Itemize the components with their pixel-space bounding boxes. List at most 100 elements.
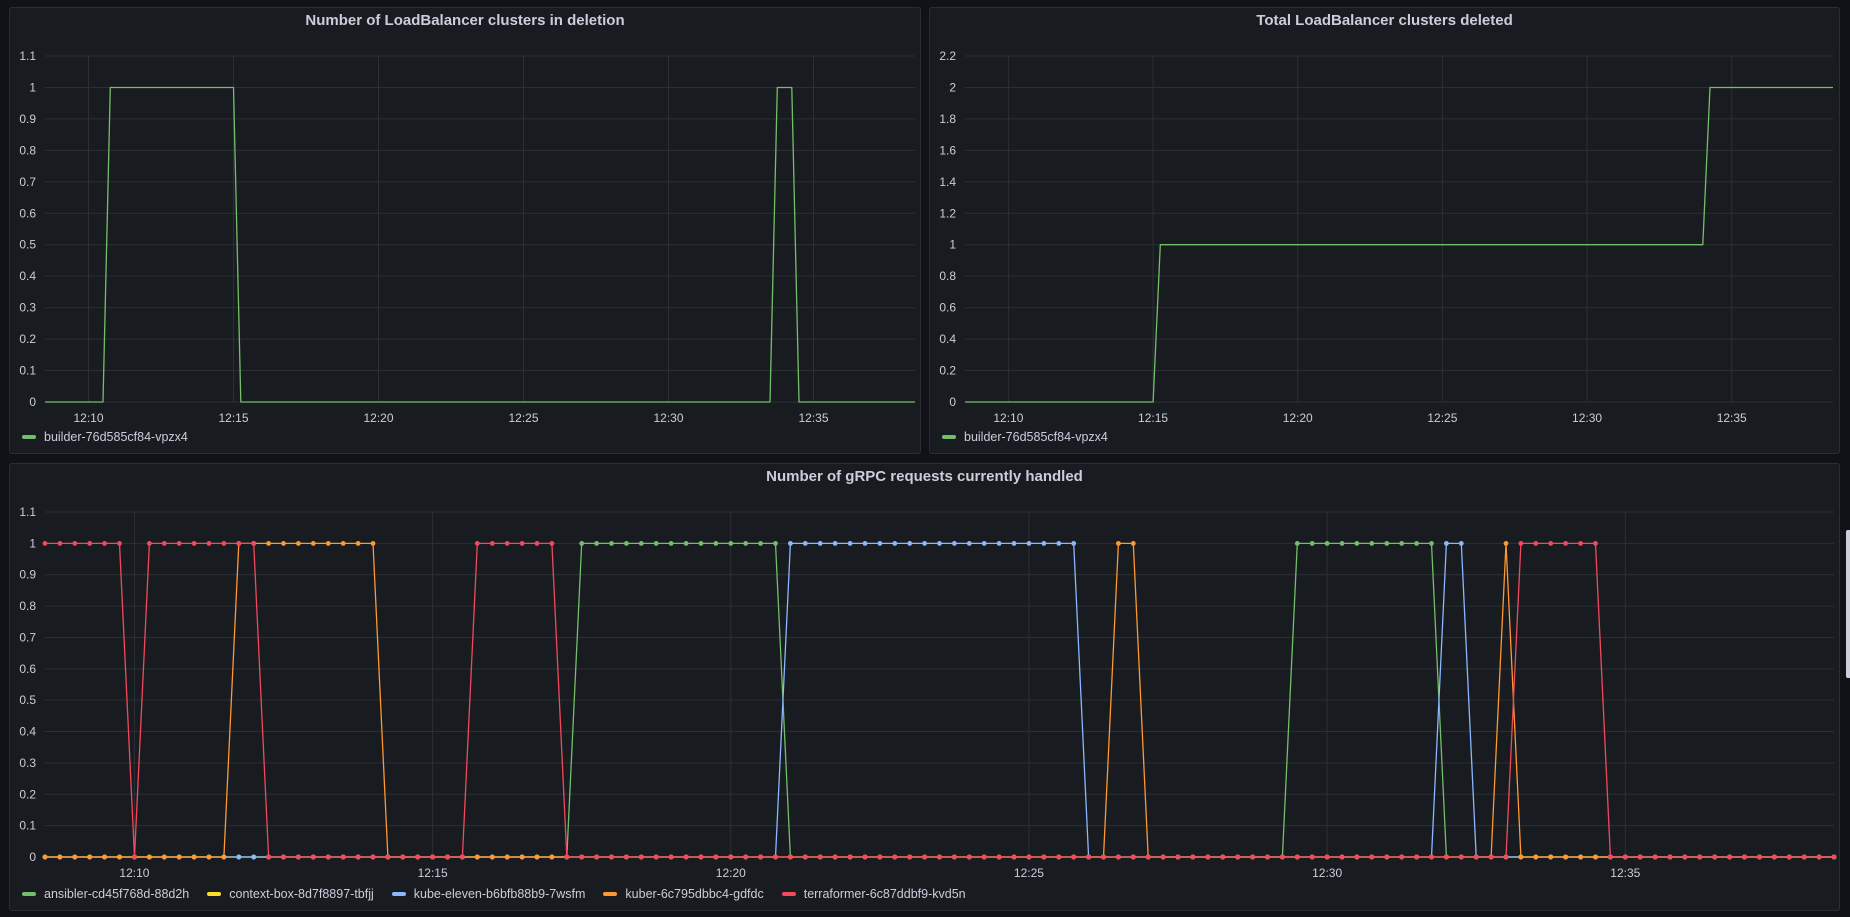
legend-item[interactable]: builder-76d585cf84-vpzx4 — [942, 430, 1108, 444]
data-point-terraformer — [1593, 541, 1598, 546]
chart-lb-deleted: 0 0.2 0.4 0.6 0.8 1 1.2 1.4 1.6 1.8 2 2.2 12:10 12:15… — [939, 49, 1833, 425]
legend-item[interactable]: kube-eleven-b6bfb88b9-7wsfm — [391, 887, 586, 901]
data-point-kube — [1041, 541, 1047, 546]
data-point-terraformer — [579, 854, 585, 860]
scrollbar-handle[interactable] — [1846, 530, 1850, 678]
y-tick-label: 1 — [29, 80, 36, 94]
data-point-kuber — [310, 541, 316, 546]
legend-label: kube-eleven-b6bfb88b9-7wsfm — [413, 887, 586, 901]
data-point-terraformer — [1280, 854, 1285, 860]
data-point-terraformer — [400, 854, 406, 860]
data-point-kube — [847, 541, 853, 546]
x-tick-label: 12:20 — [716, 866, 746, 880]
data-point-kube — [981, 541, 987, 546]
y-tick-label: 0.5 — [19, 238, 36, 252]
y-tick-label: 1 — [949, 238, 956, 252]
data-point-terraformer — [1205, 854, 1211, 860]
data-point-terraformer — [147, 541, 152, 546]
data-point-terraformer — [1041, 854, 1047, 860]
data-point-terraformer — [638, 854, 644, 860]
data-point-terraformer — [1309, 854, 1315, 860]
data-point-terraformer — [534, 541, 540, 546]
legend-item[interactable]: kuber-6c795dbbc4-gdfdc — [603, 887, 764, 901]
data-point-terraformer — [1250, 854, 1255, 860]
data-point-terraformer — [1444, 854, 1449, 860]
data-point-kuber — [355, 541, 361, 546]
data-point-kuber — [281, 541, 286, 546]
legend: ansibler-cd45f768d-88d2h context-box-8d7f… — [22, 887, 966, 901]
data-point-terraformer — [1786, 854, 1792, 860]
data-point-ansibler — [1384, 541, 1390, 546]
data-point-terraformer — [788, 854, 793, 860]
data-point-kube — [922, 541, 927, 546]
y-tick-label: 0.4 — [19, 725, 36, 739]
data-point-terraformer — [1533, 541, 1539, 546]
panel-grpc-requests[interactable]: Number of gRPC requests currently handle… — [9, 463, 1840, 911]
data-point-terraformer — [519, 541, 525, 546]
legend-item[interactable]: terraformer-6c87ddbf9-kvd5n — [781, 887, 966, 901]
data-point-ansibler — [579, 541, 585, 546]
data-point-terraformer — [877, 854, 883, 860]
data-point-kube — [862, 541, 868, 546]
y-tick-label: 0.4 — [19, 269, 36, 283]
data-point-kube — [996, 541, 1002, 546]
legend-item[interactable]: ansibler-cd45f768d-88d2h — [22, 887, 189, 901]
y-tick-label: 0.8 — [939, 269, 956, 283]
data-point-terraformer — [310, 854, 316, 860]
data-point-terraformer — [1011, 854, 1017, 860]
data-point-kube — [1458, 541, 1464, 546]
legend: builder-76d585cf84-vpzx4 — [942, 430, 1108, 444]
data-point-terraformer — [1518, 541, 1524, 546]
data-point-terraformer — [1473, 854, 1479, 860]
data-point-terraformer — [206, 541, 212, 546]
data-point-terraformer — [981, 854, 987, 860]
data-point-terraformer — [817, 854, 823, 860]
data-point-ansibler — [1414, 541, 1419, 546]
data-point-terraformer — [1548, 541, 1554, 546]
data-point-terraformer — [832, 854, 838, 860]
data-point-ansibler — [1399, 541, 1405, 546]
data-point-terraformer — [728, 854, 734, 860]
data-point-terraformer — [474, 541, 480, 546]
y-tick-label: 0.3 — [19, 301, 36, 315]
legend-swatch — [22, 435, 36, 439]
y-tick-label: 0.8 — [19, 599, 36, 613]
x-tick-label: 12:10 — [73, 411, 103, 425]
data-point-kube — [1444, 541, 1449, 546]
data-point-terraformer — [802, 854, 808, 860]
x-tick-label: 12:15 — [218, 411, 248, 425]
legend-item[interactable]: builder-76d585cf84-vpzx4 — [22, 430, 188, 444]
data-point-kube — [1026, 541, 1032, 546]
data-point-terraformer — [1727, 854, 1732, 860]
legend-item[interactable]: context-box-8d7f8897-tbfjj — [207, 887, 374, 901]
y-tick-label: 0.2 — [939, 364, 956, 378]
y-tick-label: 0.1 — [19, 364, 36, 378]
data-point-kuber — [1548, 854, 1554, 860]
x-tick-label: 12:20 — [363, 411, 393, 425]
legend-label: kuber-6c795dbbc4-gdfdc — [625, 887, 764, 901]
data-point-kube — [251, 854, 257, 860]
data-point-terraformer — [1235, 854, 1241, 860]
data-point-terraformer — [1697, 854, 1703, 860]
data-point-ansibler — [1294, 541, 1300, 546]
y-tick-label: 0 — [949, 395, 956, 409]
data-point-terraformer — [1801, 854, 1807, 860]
data-point-terraformer — [1026, 854, 1032, 860]
data-point-kube — [892, 541, 898, 546]
data-point-terraformer — [1071, 854, 1077, 860]
data-point-terraformer — [1265, 854, 1270, 860]
data-point-kuber — [42, 854, 48, 860]
data-point-terraformer — [504, 541, 510, 546]
data-point-terraformer — [1086, 854, 1091, 860]
data-point-terraformer — [1145, 854, 1151, 860]
data-point-terraformer — [1101, 854, 1106, 860]
data-point-ansibler — [609, 541, 614, 546]
y-tick-label: 0.5 — [19, 693, 36, 707]
data-point-kube — [1071, 541, 1077, 546]
panel-lb-clusters-deleted[interactable]: Total LoadBalancer clusters deleted 0 0.2… — [929, 7, 1840, 454]
data-point-kuber — [1563, 854, 1568, 860]
data-point-terraformer — [1831, 854, 1837, 860]
data-point-kuber — [161, 854, 167, 860]
panel-lb-clusters-in-deletion[interactable]: Number of LoadBalancer clusters in delet… — [9, 7, 921, 454]
panel-title: Total LoadBalancer clusters deleted — [1256, 12, 1513, 29]
